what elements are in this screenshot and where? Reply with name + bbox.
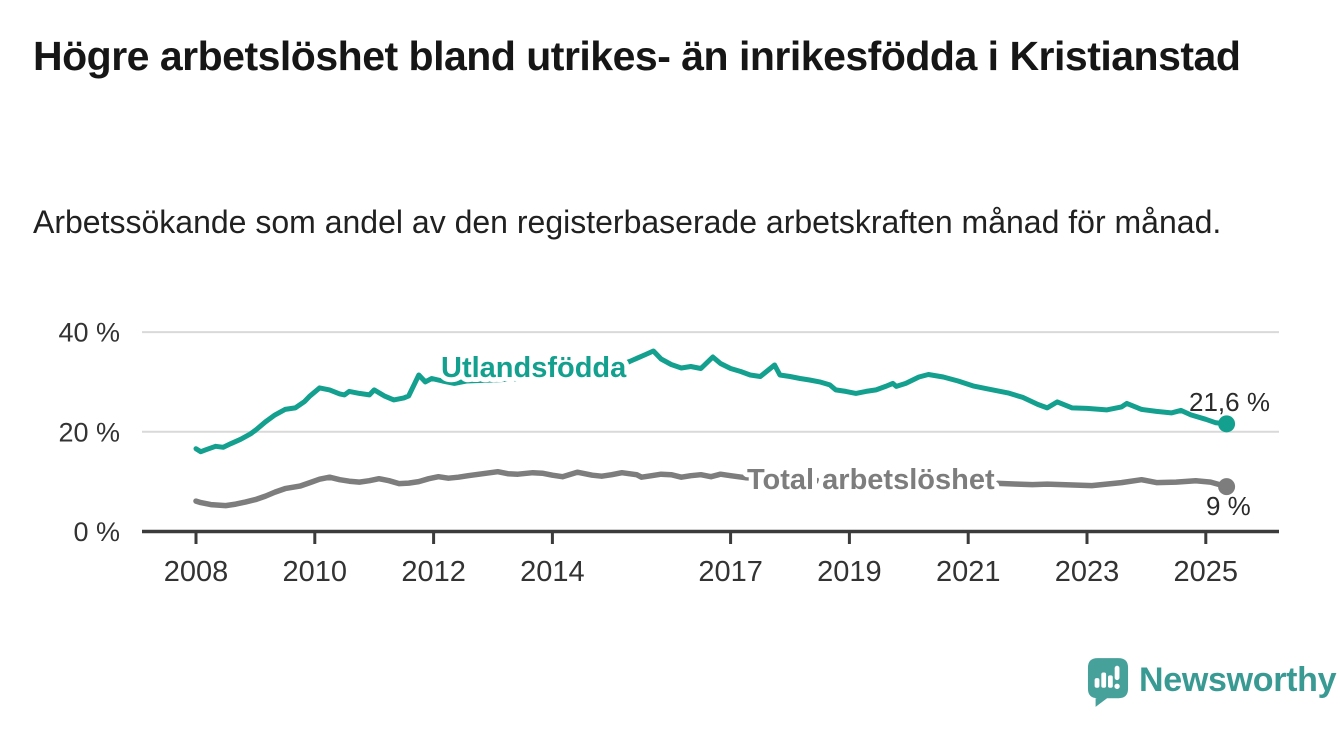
chart-subtitle: Arbetssökande som andel av den registerb… xyxy=(33,204,1222,240)
series-line-total xyxy=(193,468,1230,509)
x-tick-label-2025: 2025 xyxy=(1174,556,1239,588)
x-tick-label-2008: 2008 xyxy=(164,556,229,588)
chart-title: Högre arbetslöshet bland utrikes- än inr… xyxy=(33,33,1241,79)
series-label-total: Total arbetslöshet xyxy=(747,464,995,496)
end-dot-utlandsfodda xyxy=(1218,415,1236,433)
x-tick-label-2017: 2017 xyxy=(698,556,763,588)
x-tick-label-2023: 2023 xyxy=(1055,556,1120,588)
x-tick-label-2019: 2019 xyxy=(817,556,882,588)
series-label-utlandsfodda: Utlandsfödda xyxy=(441,352,627,384)
x-tick-label-2014: 2014 xyxy=(520,556,585,588)
newsworthy-logo-icon xyxy=(1087,658,1129,707)
newsworthy-logo-text: Newsworthy xyxy=(1139,661,1337,699)
x-tick-label-2010: 2010 xyxy=(283,556,348,588)
series-line-utlandsfodda xyxy=(193,348,1230,455)
x-tick-label-2021: 2021 xyxy=(936,556,1001,588)
end-value-label-utlandsfodda: 21,6 % xyxy=(1189,387,1270,417)
bar-2 xyxy=(1101,672,1107,688)
y-tick-label-40: 40 % xyxy=(58,318,120,348)
y-tick-label-20: 20 % xyxy=(58,417,120,447)
bar-3 xyxy=(1108,675,1113,688)
bar-1 xyxy=(1094,678,1100,688)
x-tick-label-2012: 2012 xyxy=(401,556,466,588)
exclamation-bar xyxy=(1114,665,1120,681)
end-dot-total xyxy=(1218,478,1236,496)
end-value-label-total: 9 % xyxy=(1206,491,1251,521)
y-tick-label-0: 0 % xyxy=(73,517,120,547)
exclamation-dot xyxy=(1114,683,1120,689)
